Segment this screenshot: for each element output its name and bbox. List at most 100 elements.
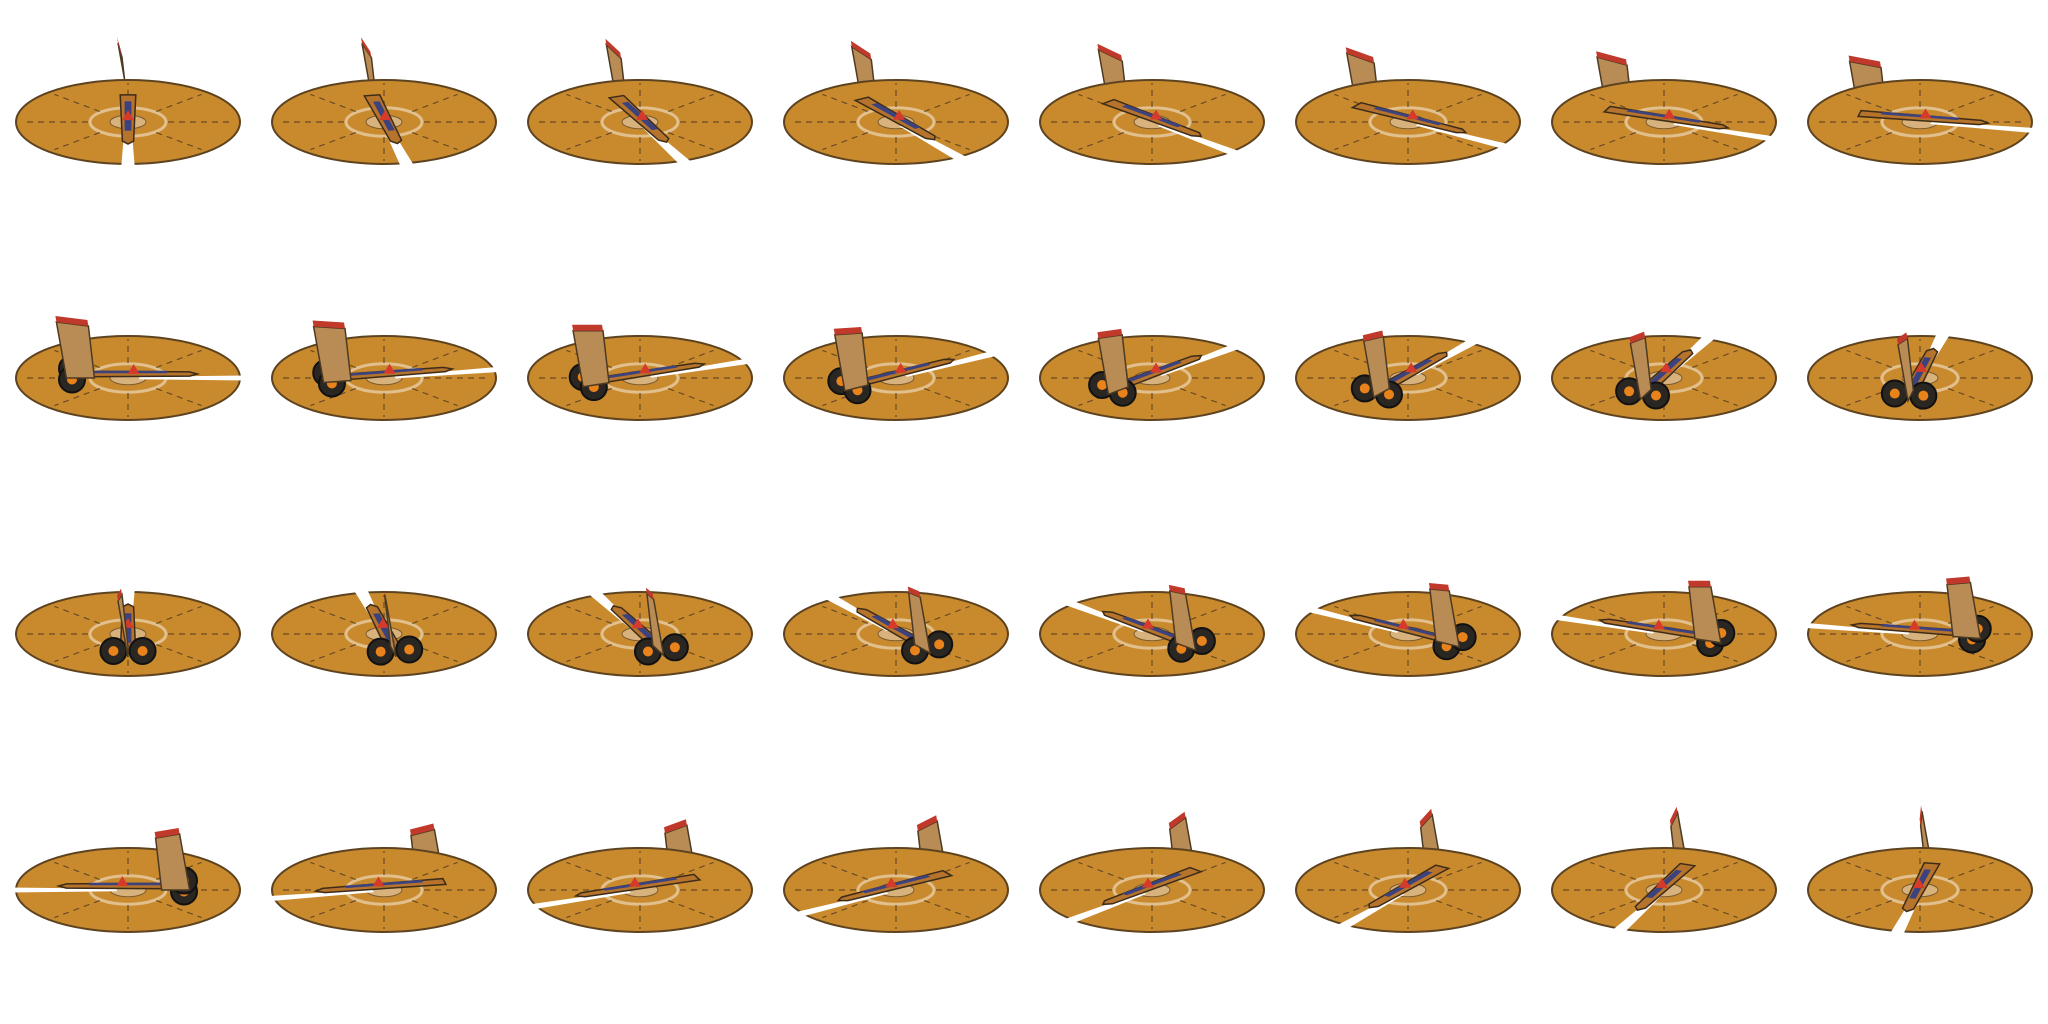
ship-panel-line bbox=[156, 132, 202, 151]
ship-panel-line bbox=[668, 900, 714, 919]
ship-frame bbox=[1295, 330, 1521, 421]
ship-panel-line bbox=[822, 861, 868, 880]
ship-panel-line bbox=[1590, 349, 1636, 368]
ship-panel-line bbox=[1078, 349, 1124, 368]
ship-panel-line bbox=[924, 93, 970, 112]
ship-cockpit bbox=[1919, 108, 1932, 119]
ship-panel-line bbox=[1846, 900, 1892, 919]
ship-cockpit bbox=[116, 876, 129, 886]
ship-panel-line bbox=[1948, 388, 1994, 407]
ship-stripe bbox=[1880, 623, 1960, 633]
ship-fin-tip bbox=[1596, 51, 1627, 66]
ship-fin-tip bbox=[383, 588, 386, 601]
ship-frame bbox=[1551, 806, 1777, 933]
ship-panel-line bbox=[1436, 349, 1482, 368]
ship-panel-line bbox=[156, 644, 202, 663]
ship-cockpit bbox=[1663, 108, 1676, 119]
ship-panel-line bbox=[1436, 605, 1482, 624]
ship-disc-gap bbox=[1415, 123, 1510, 149]
ship-cockpit bbox=[1660, 362, 1673, 373]
ship-panel-line bbox=[1590, 861, 1636, 880]
ship-panel-line bbox=[1948, 900, 1994, 919]
ship-panel-line bbox=[1334, 861, 1380, 880]
ship-panel-line bbox=[412, 900, 458, 919]
ship-disc-gap bbox=[1803, 622, 1910, 635]
ship-stripe bbox=[1121, 104, 1183, 128]
ship-cockpit bbox=[372, 876, 385, 887]
ship-panel-line bbox=[310, 605, 356, 624]
ship-fin-tip bbox=[1097, 328, 1123, 339]
ship-engine-glow bbox=[642, 646, 653, 657]
ship-panel-line bbox=[412, 93, 458, 112]
ship-fin-tip bbox=[361, 37, 372, 58]
ship-frame bbox=[1039, 328, 1265, 421]
ship-fin-tip bbox=[117, 588, 122, 602]
ship-disc-ring bbox=[1112, 106, 1192, 138]
ship-frame bbox=[783, 327, 1009, 421]
ship-disc-gap bbox=[903, 351, 998, 377]
ship-panel-line bbox=[1948, 349, 1994, 368]
ship-disc-gap bbox=[1157, 124, 1240, 155]
ship-disc-gap bbox=[1552, 614, 1655, 634]
ship-fin-tip bbox=[605, 38, 622, 59]
ship-frame bbox=[1551, 51, 1777, 165]
ship-panel-line bbox=[668, 349, 714, 368]
ship-frame bbox=[527, 38, 753, 165]
ship-panel-line bbox=[156, 900, 202, 919]
ship-disc-gap bbox=[794, 891, 889, 917]
ship-panel-line bbox=[1692, 900, 1738, 919]
ship-engine-glow bbox=[1097, 379, 1108, 390]
ship-fin-tip bbox=[850, 40, 872, 60]
ship-panel-line bbox=[412, 349, 458, 368]
ship-panel-line bbox=[412, 388, 458, 407]
ship-panel-line bbox=[1948, 861, 1994, 880]
ship-fin-tip bbox=[572, 324, 603, 331]
ship-frame bbox=[783, 40, 1009, 165]
ship-disc-gap bbox=[1930, 121, 2037, 134]
ship-fin-tip bbox=[1362, 330, 1384, 342]
ship-panel-line bbox=[1846, 644, 1892, 663]
ship-panel-line bbox=[668, 388, 714, 407]
ship-cockpit bbox=[894, 362, 907, 373]
ship-panel-line bbox=[566, 861, 612, 880]
ship-fin-tip bbox=[1669, 806, 1678, 827]
ship-panel-line bbox=[566, 93, 612, 112]
ship-panel-line bbox=[822, 644, 868, 663]
ship-disc-ring bbox=[856, 874, 936, 906]
ship-cockpit bbox=[1655, 877, 1668, 888]
ship-panel-line bbox=[924, 388, 970, 407]
ship-disc-ring bbox=[1368, 106, 1448, 138]
ship-disc-ring bbox=[1112, 874, 1192, 906]
ship-panel-line bbox=[1436, 644, 1482, 663]
ship-fin-tip bbox=[1629, 331, 1646, 344]
ship-panel-line bbox=[1334, 132, 1380, 151]
ship-stripe bbox=[1121, 872, 1183, 896]
ship-panel-line bbox=[156, 93, 202, 112]
ship-panel-line bbox=[156, 388, 202, 407]
ship-panel-line bbox=[1436, 388, 1482, 407]
ship-fin-tip bbox=[916, 815, 938, 831]
ship-panel-line bbox=[1846, 861, 1892, 880]
ship-panel-line bbox=[1846, 349, 1892, 368]
ship-engine-glow bbox=[137, 646, 148, 656]
ship-panel-line bbox=[1180, 605, 1226, 624]
ship-panel-line bbox=[924, 605, 970, 624]
ship-fin-tip bbox=[1428, 583, 1450, 591]
ship-panel-line bbox=[310, 861, 356, 880]
ship-fin bbox=[1688, 586, 1722, 644]
ship-panel-line bbox=[54, 644, 100, 663]
ship-fin bbox=[1168, 589, 1197, 652]
ship-stripe bbox=[1909, 357, 1931, 387]
ship-frame bbox=[267, 823, 497, 933]
ship-cockpit bbox=[1908, 619, 1921, 630]
ship-cockpit bbox=[122, 110, 134, 121]
ship-frame bbox=[1295, 583, 1521, 677]
ship-panel-line bbox=[1334, 93, 1380, 112]
ship-disc-gap bbox=[649, 358, 752, 378]
ship-frame bbox=[1295, 47, 1521, 165]
ship-engine-glow bbox=[934, 639, 945, 650]
ship-panel-line bbox=[310, 900, 356, 919]
ship-engine-glow bbox=[1889, 388, 1900, 399]
ship-cockpit bbox=[636, 109, 649, 120]
ship-stripe bbox=[1626, 109, 1702, 123]
